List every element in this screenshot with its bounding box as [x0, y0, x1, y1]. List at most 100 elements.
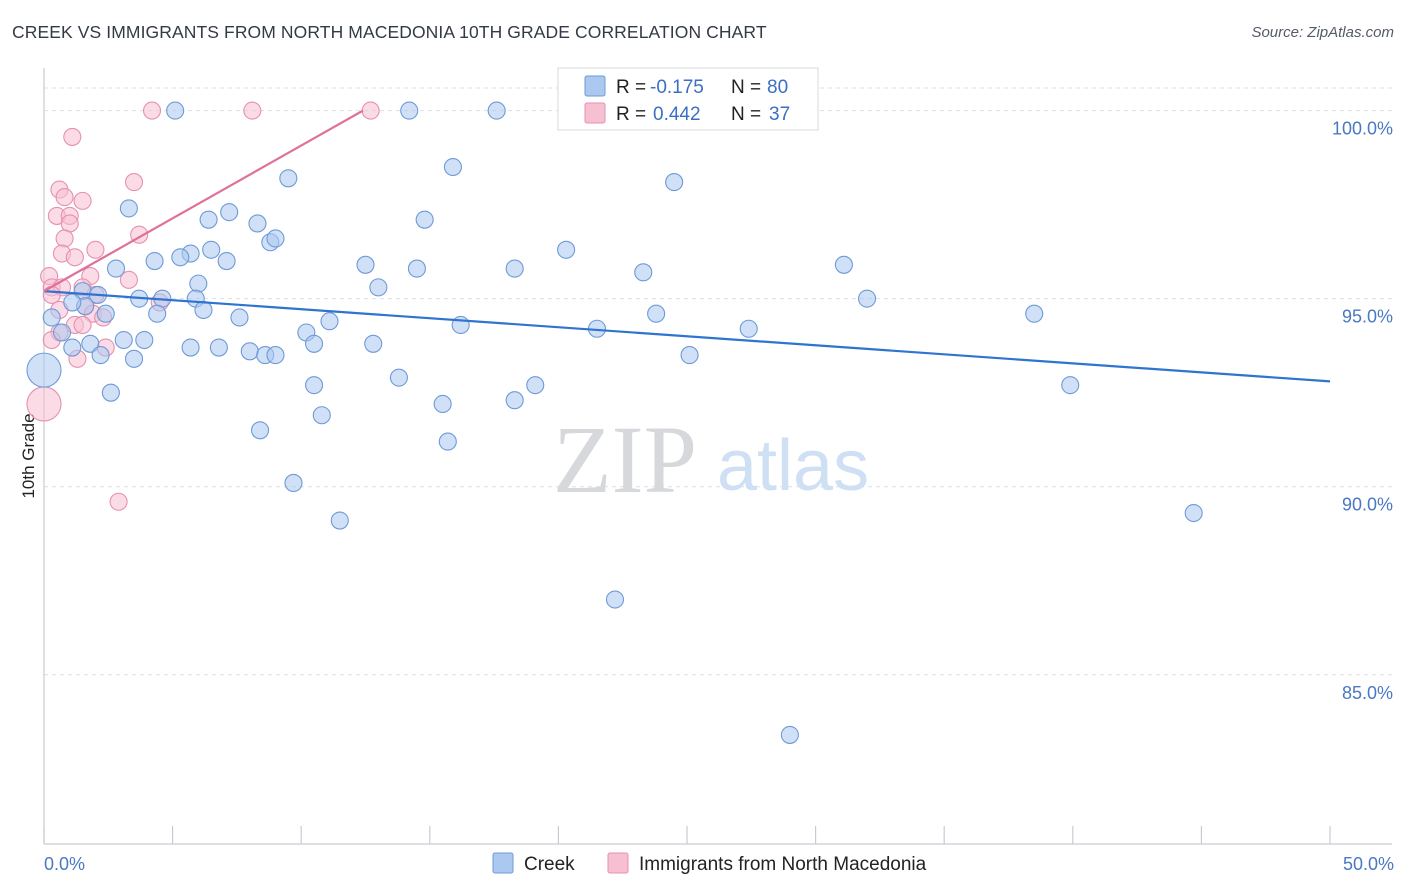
- creek-point-63: [680, 346, 699, 365]
- creek-point-18: [145, 251, 164, 271]
- chart-title: CREEK VS IMMIGRANTS FROM NORTH MACEDONIA…: [12, 22, 767, 42]
- creek-point-69: [101, 383, 120, 402]
- creek-point-60: [266, 346, 285, 365]
- creek-point-12: [415, 210, 434, 229]
- creek-point-72: [312, 406, 331, 425]
- creek-point-58: [240, 342, 259, 361]
- creek-point-42: [320, 312, 339, 331]
- creek-point-67: [526, 376, 545, 395]
- mac-point-10: [60, 214, 79, 233]
- creek-point-41: [230, 308, 249, 327]
- mac-point-30: [73, 315, 92, 335]
- creek-point-20: [217, 251, 236, 271]
- y-tick-label-1: 90.0%: [1342, 495, 1393, 515]
- creek-point-26: [106, 259, 126, 278]
- creek-point-7: [665, 173, 684, 192]
- creek-point-51: [135, 330, 154, 350]
- creek-point-47: [1025, 304, 1044, 323]
- legend-label-creek: Creek: [524, 854, 575, 875]
- creek-point-78: [605, 590, 625, 609]
- creek-point-74: [438, 432, 457, 451]
- creek-point-10: [220, 203, 239, 222]
- mac-point-36: [109, 492, 128, 511]
- creek-point-57: [209, 338, 228, 357]
- mac-point-0: [142, 101, 162, 120]
- creek-point-64: [26, 352, 62, 388]
- axes: [43, 68, 1392, 845]
- x-tick-label-max: 50.0%: [1343, 854, 1394, 874]
- creek-point-9: [199, 210, 218, 229]
- creek-point-2: [487, 101, 506, 120]
- stats-mac-n-label: N =: [731, 104, 761, 125]
- stats-swatch-mac: [584, 102, 606, 124]
- creek-point-40: [148, 304, 167, 323]
- creek-point-11: [248, 214, 267, 233]
- stats-creek-r-value: -0.175: [650, 77, 704, 98]
- creek-point-22: [407, 259, 426, 278]
- creek-point-21: [356, 255, 375, 274]
- creek-point-71: [505, 391, 524, 410]
- stats-creek-n-label: N =: [731, 77, 761, 98]
- creek-point-46: [739, 319, 758, 338]
- creek-point-15: [202, 240, 221, 259]
- creek-point-53: [364, 334, 383, 353]
- creek-point-8: [119, 199, 138, 218]
- stats-mac-r-value: 0.442: [653, 104, 701, 125]
- mac-point-35: [26, 386, 62, 422]
- creek-point-23: [505, 259, 524, 278]
- stats-box: R = -0.175 N = 80 R = 0.442 N = 37: [557, 67, 819, 131]
- creek-point-66: [305, 376, 324, 395]
- y-tick-labels: 85.0% 90.0% 95.0% 100.0%: [1332, 119, 1393, 703]
- creek-point-0: [166, 101, 185, 120]
- creek-point-62: [124, 349, 144, 368]
- creek-point-27: [189, 274, 208, 293]
- creek-point-61: [91, 346, 110, 365]
- creek-point-73: [250, 421, 270, 440]
- stats-mac-n-value: 37: [769, 104, 790, 125]
- x-axis-ticks: [43, 826, 1331, 844]
- creek-point-75: [284, 473, 303, 492]
- mac-point-7: [73, 191, 92, 210]
- creek-point-76: [330, 511, 349, 530]
- y-axis-title: 10th Grade: [19, 413, 38, 498]
- creek-point-16: [557, 240, 576, 259]
- creek-point-48: [52, 323, 72, 342]
- mac-point-2: [361, 101, 380, 120]
- stats-creek-n-value: 80: [767, 77, 788, 98]
- creek-point-14: [266, 229, 285, 248]
- watermark: ZIP atlas: [553, 406, 869, 513]
- mac-point-15: [65, 248, 84, 267]
- stats-mac-r-label: R =: [616, 104, 646, 125]
- legend-label-mac: Immigrants from North Macedonia: [639, 854, 927, 875]
- legend-swatch-creek: [492, 852, 514, 874]
- creek-point-45: [647, 304, 666, 323]
- creek-point-70: [433, 394, 452, 414]
- stats-creek-r-label: R =: [616, 77, 646, 98]
- creek-point-56: [181, 338, 200, 357]
- y-tick-label-0: 85.0%: [1342, 683, 1393, 703]
- creek-point-55: [81, 334, 100, 353]
- mac-point-4: [124, 173, 144, 192]
- creek-point-79: [780, 725, 799, 744]
- creek-point-24: [634, 263, 653, 282]
- stats-swatch-creek: [584, 75, 606, 97]
- creek-point-77: [1184, 503, 1203, 523]
- mac-point-1: [243, 101, 262, 120]
- watermark-zip: ZIP: [553, 406, 697, 513]
- creek-point-1: [400, 101, 419, 120]
- creek-point-37: [194, 300, 213, 319]
- creek-point-65: [389, 368, 408, 387]
- creek-point-28: [369, 278, 388, 297]
- creek-point-68: [1061, 376, 1080, 395]
- trend-line-mac: [43, 109, 364, 293]
- legend-swatch-mac: [607, 852, 629, 874]
- creek-point-39: [96, 304, 115, 323]
- y-tick-label-2: 95.0%: [1342, 307, 1393, 327]
- x-tick-label-min: 0.0%: [44, 854, 85, 874]
- mac-point-18: [119, 270, 138, 289]
- trend-lines: [43, 109, 1331, 383]
- trend-line-creek: [43, 290, 1331, 383]
- mac-point-6: [55, 188, 74, 207]
- creek-point-5: [443, 157, 462, 177]
